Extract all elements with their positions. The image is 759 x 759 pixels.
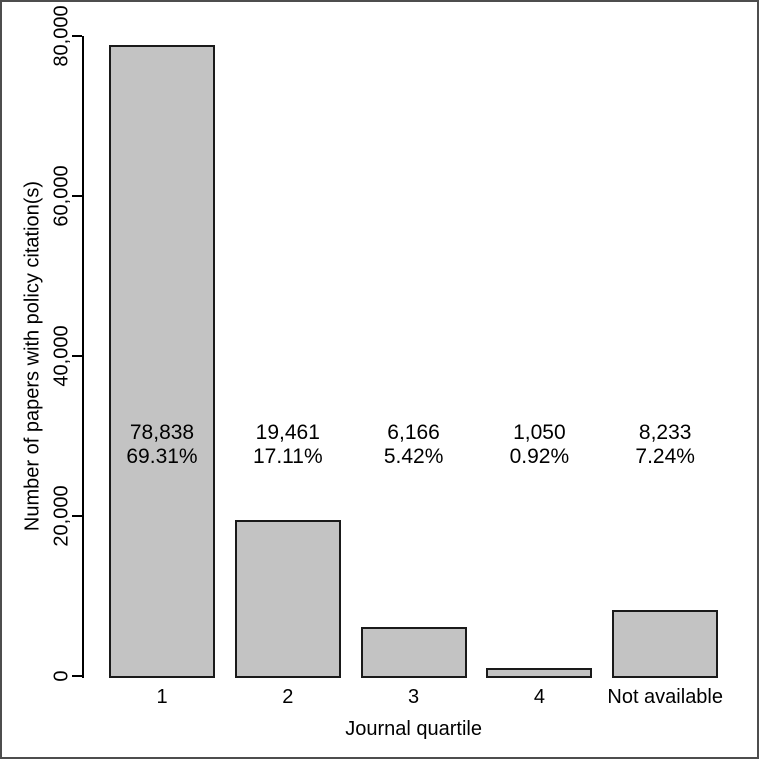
- bar-3: [360, 626, 467, 678]
- x-category-label-3: 3: [408, 686, 420, 708]
- x-category-label-not-available: Not available: [607, 686, 723, 708]
- y-tick-label: 20,000: [50, 485, 73, 547]
- bar-count-text: 19,461: [255, 421, 320, 444]
- bar-2: [234, 520, 341, 678]
- y-tick-label: 40,000: [50, 325, 73, 387]
- bar-4: [486, 667, 593, 678]
- y-tick-mark: [72, 515, 82, 517]
- y-axis-title: Number of papers with policy citation(s): [21, 180, 44, 532]
- y-tick-label: 60,000: [50, 165, 73, 227]
- x-category-label-1: 1: [156, 686, 168, 708]
- bar-label-4: 1,050 0.92%: [510, 421, 570, 469]
- x-axis-title: Journal quartile: [345, 718, 482, 740]
- bar-percent-text: 5.42%: [383, 445, 444, 468]
- bar-label-2: 19,461 17.11%: [253, 421, 323, 469]
- y-tick-label: 80,000: [50, 5, 73, 67]
- bar-percent-text: 69.31%: [126, 445, 198, 468]
- x-category-label-2: 2: [282, 686, 294, 708]
- y-tick-mark: [72, 195, 82, 197]
- bar-label-1: 78,838 69.31%: [126, 421, 197, 469]
- bar-label-3: 6,166 5.42%: [384, 421, 444, 469]
- bar-percent-text: 17.11%: [252, 445, 323, 468]
- bar-count-text: 8,233: [638, 421, 692, 444]
- y-tick-label: 0: [50, 670, 73, 682]
- bar-count-text: 1,050: [513, 421, 566, 444]
- y-axis-line: [82, 36, 84, 678]
- y-tick-mark: [72, 675, 82, 677]
- bar-count-text: 6,166: [387, 421, 440, 444]
- bar-count-text: 78,838: [129, 421, 195, 444]
- bar-not-available: [612, 610, 719, 678]
- x-category-label-4: 4: [533, 686, 545, 708]
- bar-1: [109, 45, 215, 678]
- y-tick-mark: [72, 355, 82, 357]
- y-tick-mark: [72, 35, 82, 37]
- bar-percent-text: 7.24%: [635, 445, 695, 468]
- bar-percent-text: 0.92%: [509, 445, 570, 468]
- bar-label-not-available: 8,233 7.24%: [635, 421, 695, 469]
